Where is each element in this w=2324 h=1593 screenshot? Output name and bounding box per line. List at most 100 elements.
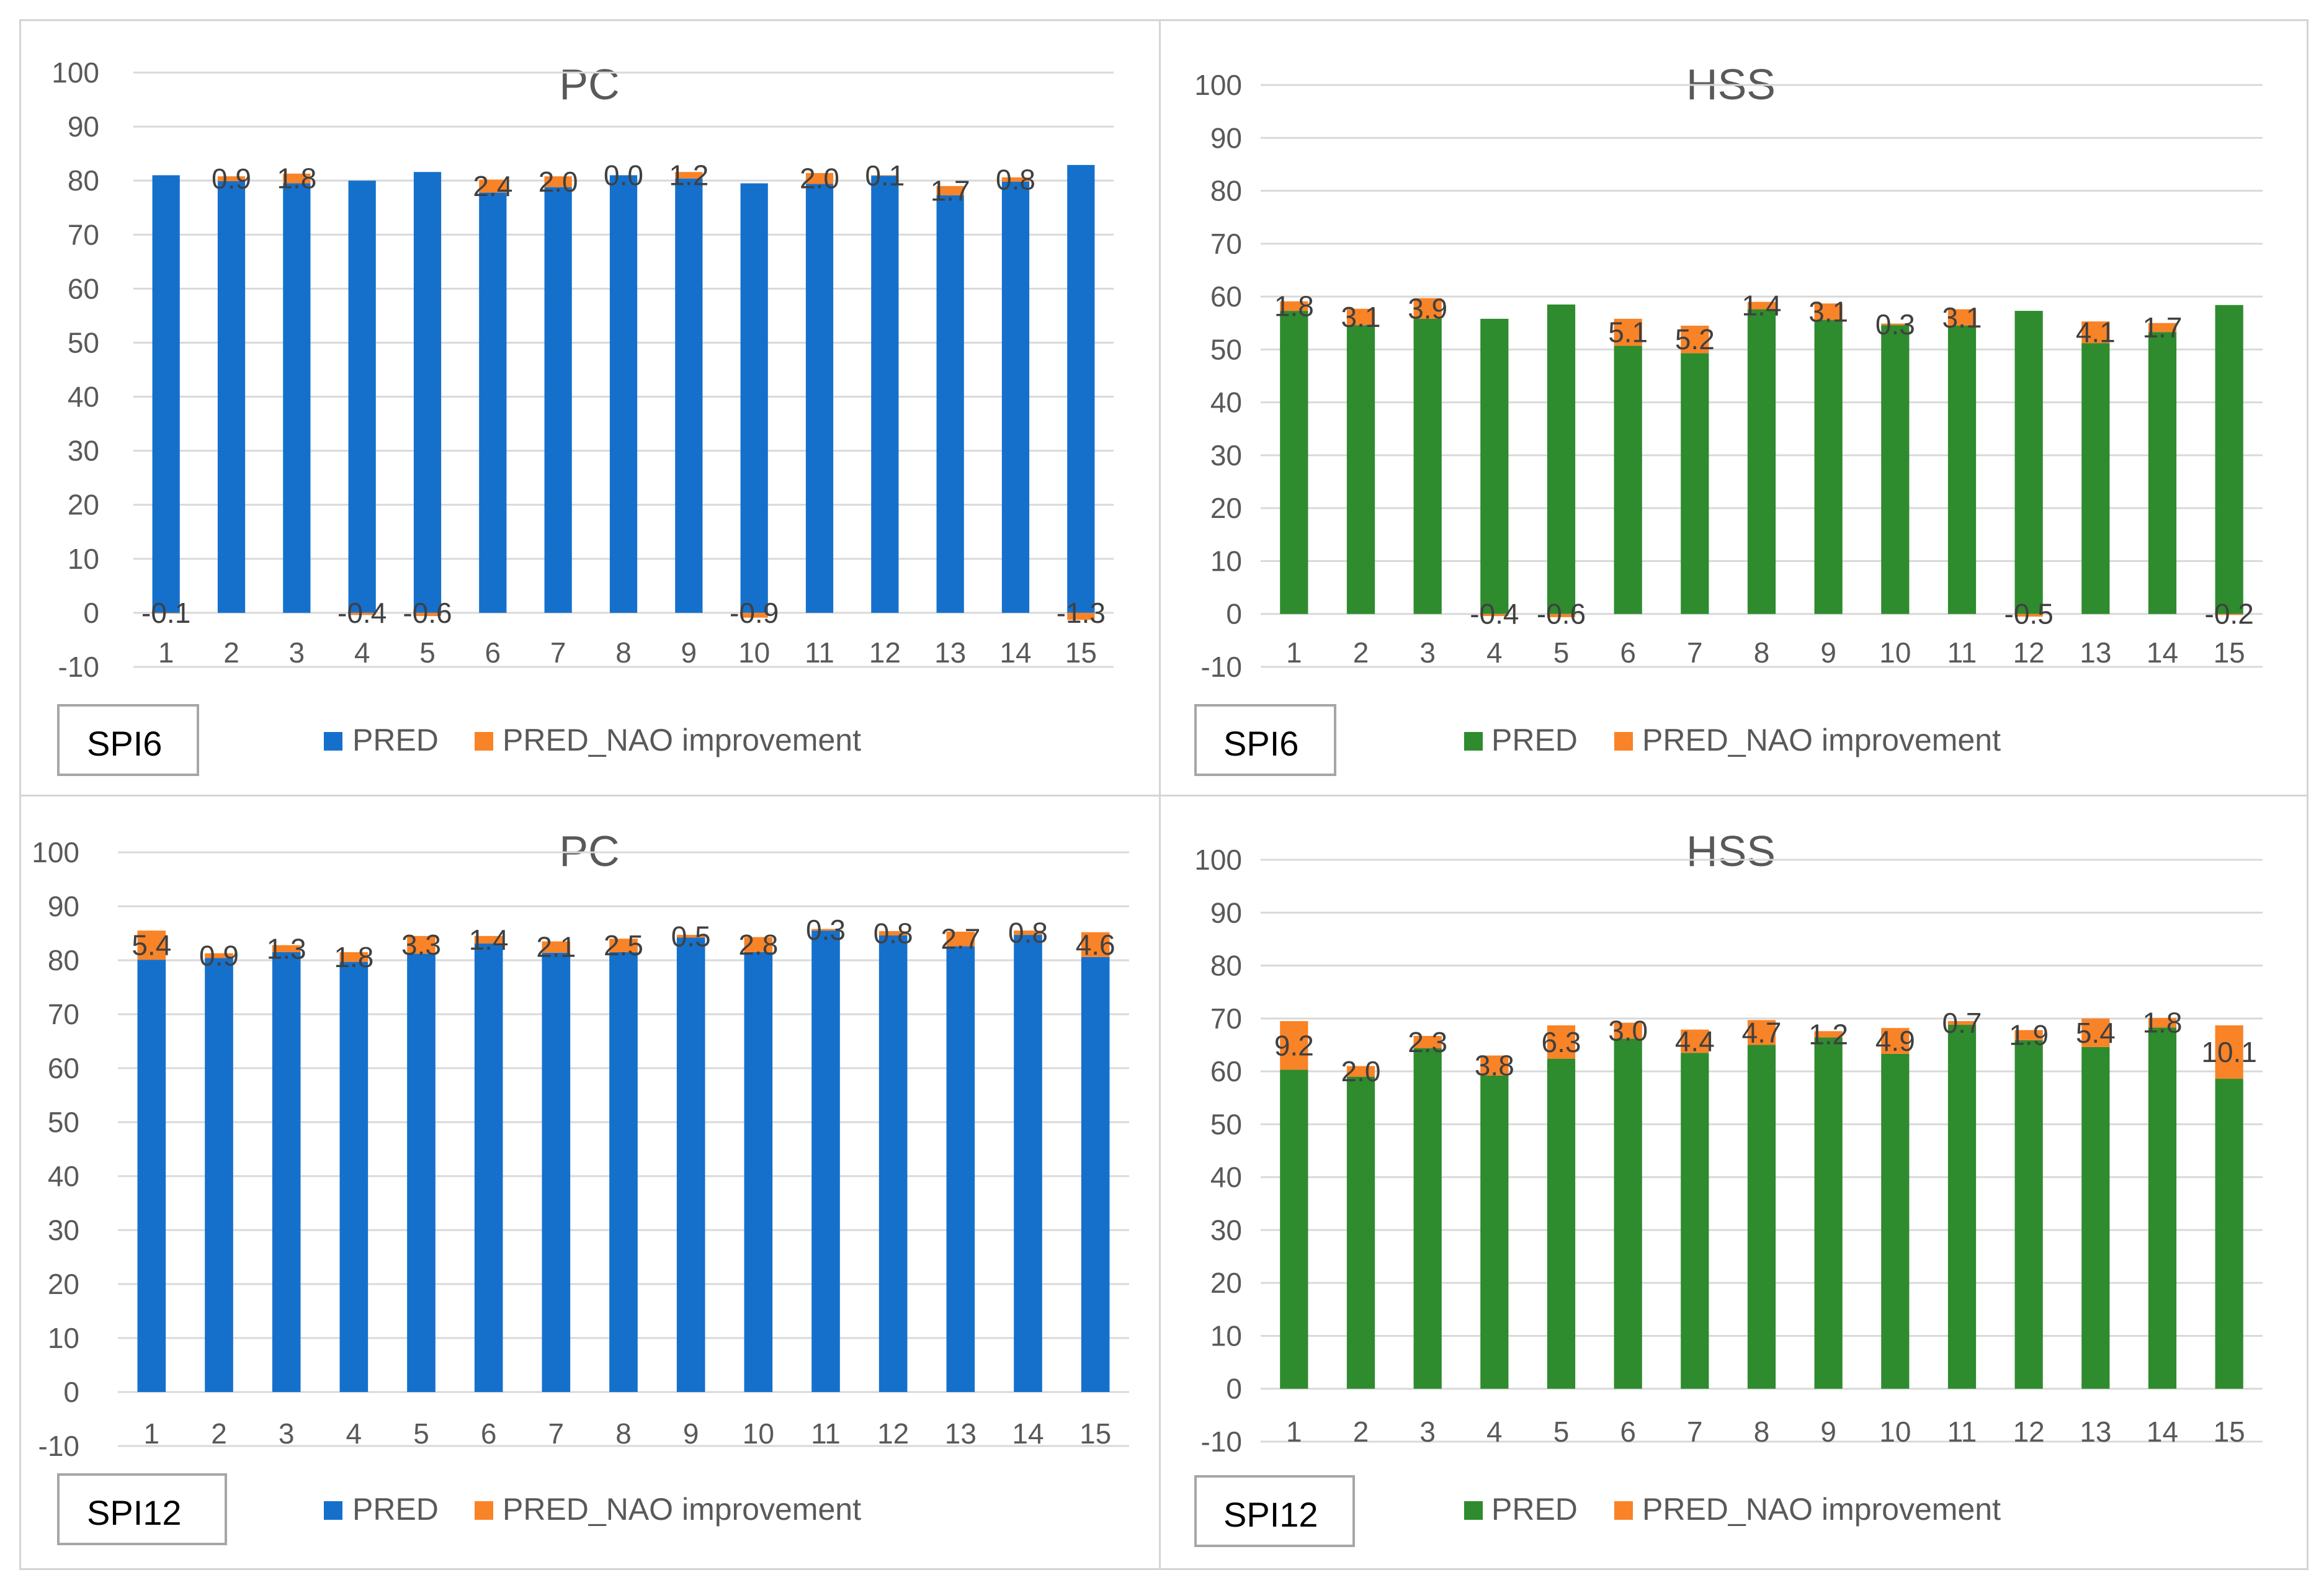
data-label-improvement: 1.4 (1742, 290, 1782, 322)
bar-improvement (1067, 612, 1095, 620)
bar-pred (936, 195, 964, 613)
bar-improvement (1747, 1020, 1776, 1045)
legend-label-pred: PRED (352, 723, 439, 757)
data-label-improvement: 2.0 (800, 163, 839, 195)
bar-improvement (676, 935, 705, 938)
legend-label-improvement: PRED_NAO improvement (1642, 723, 2001, 757)
legend-swatch-pred (1464, 732, 1483, 751)
bar-pred (676, 937, 705, 1392)
x-tick-label: 14 (2147, 636, 2178, 669)
y-tick-label: 20 (1210, 492, 1242, 524)
bar-improvement (348, 612, 376, 615)
x-tick-label: 7 (1687, 1416, 1703, 1448)
legend-label-improvement: PRED_NAO improvement (1642, 1492, 2001, 1527)
y-tick-label: 0 (1226, 1373, 1242, 1405)
data-label-improvement: 5.4 (2076, 1017, 2116, 1049)
y-tick-label: -10 (1201, 651, 1242, 683)
bar-pred (1681, 353, 1709, 614)
x-tick-label: 11 (811, 1417, 841, 1450)
data-label-improvement: 0.5 (671, 920, 711, 952)
y-tick-label: 80 (68, 164, 99, 197)
data-label-improvement: 3.1 (1341, 301, 1381, 333)
y-tick-label: 40 (1210, 386, 1242, 419)
bar-pred (2014, 1040, 2043, 1389)
bar-pred (1614, 1038, 1642, 1389)
y-tick-label: 60 (1210, 1055, 1242, 1087)
y-tick-label: 30 (48, 1214, 79, 1246)
bar-pred (1346, 1076, 1375, 1389)
data-label-improvement: -0.9 (730, 597, 779, 629)
data-label-improvement: 2.0 (539, 166, 578, 198)
x-tick-label: 15 (1065, 636, 1097, 669)
bar-improvement (1346, 308, 1375, 326)
bar-pred (2215, 1079, 2243, 1389)
data-label-improvement: 1.8 (277, 163, 316, 195)
y-tick-label: 30 (1210, 1214, 1242, 1246)
bar-pred (479, 192, 507, 613)
data-label-improvement: 1.2 (669, 159, 708, 191)
bar-pred (675, 178, 703, 613)
bar-pred (152, 175, 180, 613)
bar-improvement (2081, 1018, 2110, 1047)
x-tick-label: 9 (1820, 1416, 1836, 1448)
data-label-improvement: 2.5 (604, 929, 643, 962)
bar-pred (137, 960, 166, 1392)
data-label-improvement: 1.4 (469, 924, 509, 956)
bar-improvement (1480, 1055, 1509, 1076)
y-tick-label: 70 (48, 998, 79, 1030)
legend-label-pred: PRED (1491, 723, 1578, 757)
x-tick-label: 12 (869, 636, 901, 669)
tag-box (1194, 704, 1336, 776)
tag-label: SPI12 (87, 1493, 182, 1532)
bar-pred (1346, 325, 1375, 614)
data-label-improvement: -0.1 (141, 597, 190, 629)
bar-pred (1547, 304, 1576, 614)
bar-pred (2081, 343, 2110, 614)
data-label-improvement: 2.3 (1408, 1026, 1447, 1058)
bar-pred (1280, 1069, 1308, 1389)
bar-improvement (2014, 614, 2043, 617)
data-label-improvement: 2.7 (941, 923, 980, 955)
bar-improvement (2215, 1025, 2243, 1079)
y-tick-label: 90 (48, 890, 79, 922)
bar-pred (1881, 1053, 1910, 1389)
bar-improvement (413, 612, 442, 617)
bar-improvement (1413, 1035, 1442, 1048)
bar-pred (348, 181, 376, 613)
data-label-improvement: 0.3 (1875, 308, 1915, 341)
legend-label-pred: PRED (1491, 1492, 1578, 1527)
y-tick-label: 50 (48, 1106, 79, 1138)
bar-improvement (1280, 301, 1308, 311)
y-tick-label: 80 (1210, 175, 1242, 207)
x-tick-label: 14 (2147, 1416, 2178, 1448)
panel-divider-horizontal (19, 795, 2308, 797)
bar-improvement (205, 953, 233, 958)
bar-improvement (1881, 323, 1910, 326)
chart-title: PC (559, 60, 619, 109)
data-label-improvement: 4.7 (1742, 1016, 1782, 1048)
x-tick-label: 5 (1553, 636, 1570, 669)
y-tick-label: -10 (38, 1430, 79, 1462)
y-tick-label: 50 (1210, 333, 1242, 365)
bar-pred (1001, 181, 1030, 613)
data-label-improvement: 4.6 (1076, 929, 1115, 961)
y-tick-label: 80 (48, 944, 79, 976)
x-tick-label: 6 (481, 1417, 497, 1450)
tag-label: SPI12 (1223, 1495, 1318, 1534)
data-label-improvement: 4.9 (1875, 1025, 1915, 1057)
x-tick-label: 8 (1754, 636, 1770, 669)
x-tick-label: 2 (1353, 636, 1369, 669)
bar-improvement (675, 172, 703, 179)
bar-pred (871, 176, 899, 613)
x-tick-label: 12 (2013, 636, 2045, 669)
x-tick-label: 8 (615, 1417, 632, 1450)
y-tick-label: 40 (48, 1160, 79, 1192)
y-tick-label: 90 (68, 110, 99, 143)
y-tick-label: -10 (58, 651, 99, 683)
y-tick-label: 40 (68, 381, 99, 413)
y-tick-label: 0 (1226, 598, 1242, 630)
bar-pred (2081, 1046, 2110, 1389)
x-tick-label: 13 (2080, 636, 2111, 669)
data-label-improvement: 1.9 (2009, 1019, 2049, 1051)
bar-improvement (1547, 1025, 1576, 1059)
